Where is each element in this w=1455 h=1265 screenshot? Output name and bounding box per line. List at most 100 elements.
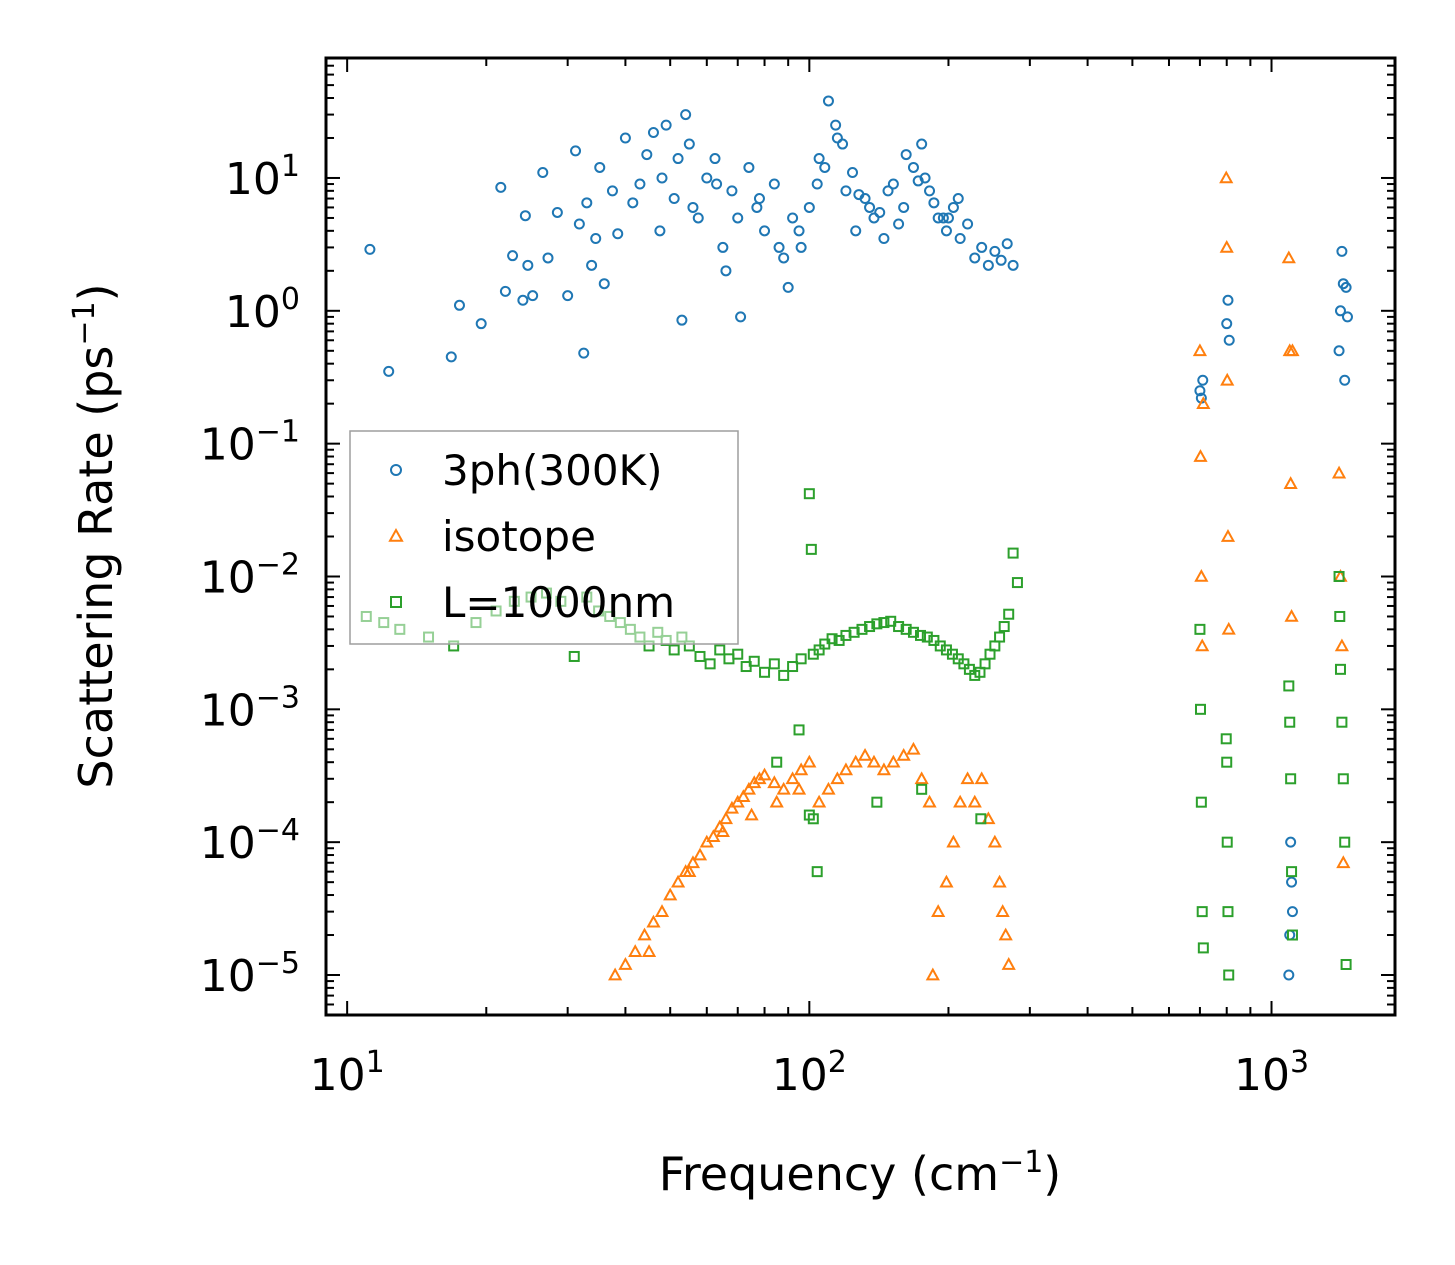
data-point xyxy=(641,149,653,161)
data-point xyxy=(1197,374,1209,386)
data-point xyxy=(995,904,1010,917)
data-point xyxy=(794,762,809,776)
data-point xyxy=(1007,547,1019,559)
data-point xyxy=(791,781,807,795)
data-point xyxy=(608,967,623,981)
data-point xyxy=(1341,311,1353,323)
data-point xyxy=(787,212,799,224)
data-point xyxy=(811,866,823,878)
data-point xyxy=(741,781,756,795)
data-point xyxy=(887,178,899,190)
data-point xyxy=(787,661,799,673)
plot-area-frame xyxy=(324,56,1397,1017)
data-point xyxy=(932,212,944,224)
data-point xyxy=(704,658,716,670)
data-point xyxy=(499,285,511,297)
data-point xyxy=(1286,866,1298,878)
data-point xyxy=(992,874,1007,888)
data-point xyxy=(522,259,534,271)
data-point xyxy=(916,783,928,795)
x-tick-label: 101 xyxy=(310,1045,385,1101)
data-point xyxy=(568,650,580,662)
data-point xyxy=(1011,577,1023,589)
data-point xyxy=(896,747,911,761)
data-point xyxy=(517,294,529,306)
data-point xyxy=(969,252,981,264)
data-point xyxy=(946,834,961,848)
data-point xyxy=(998,927,1013,941)
legend-box xyxy=(349,430,739,645)
data-point xyxy=(744,807,759,821)
data-point xyxy=(925,967,940,981)
data-point xyxy=(931,904,946,917)
y-tick-label: 10−5 xyxy=(200,946,300,1002)
data-point xyxy=(619,132,631,144)
data-point xyxy=(654,225,666,237)
data-point xyxy=(967,794,982,808)
data-point xyxy=(709,153,721,165)
data-point xyxy=(364,243,376,255)
data-point xyxy=(1194,385,1206,397)
data-point xyxy=(900,623,912,635)
data-point xyxy=(562,290,574,302)
data-point xyxy=(768,178,780,190)
data-point xyxy=(768,658,780,670)
data-point xyxy=(683,138,695,150)
data-point xyxy=(915,629,927,641)
legend-label: 3ph(300K) xyxy=(442,446,662,495)
data-point xyxy=(551,206,563,218)
data-point xyxy=(1284,929,1296,941)
data-point xyxy=(1221,756,1233,768)
axis-ticks xyxy=(325,57,1395,1015)
x-axis-title: Frequency (cm−1) xyxy=(659,1145,1062,1201)
x-tick-label: 103 xyxy=(1234,1045,1309,1101)
data-point xyxy=(1001,957,1016,970)
data-point xyxy=(383,365,395,377)
data-point xyxy=(982,259,994,271)
data-point xyxy=(900,149,912,161)
data-point xyxy=(1221,836,1233,848)
data-point xyxy=(812,794,827,808)
data-point xyxy=(634,178,646,190)
data-point xyxy=(1286,906,1298,918)
data-point xyxy=(1194,703,1206,715)
data-point xyxy=(1285,343,1300,357)
data-point xyxy=(519,210,531,222)
data-point xyxy=(1192,343,1208,357)
data-point xyxy=(793,225,805,237)
data-point xyxy=(1284,716,1296,728)
data-point xyxy=(830,771,845,785)
data-point xyxy=(994,631,1006,643)
data-point xyxy=(878,617,890,629)
data-point xyxy=(868,212,880,224)
data-point xyxy=(1197,942,1209,954)
data-point xyxy=(807,813,819,825)
data-point xyxy=(1003,608,1015,620)
data-point xyxy=(882,185,894,197)
data-point xyxy=(641,944,657,957)
data-point xyxy=(921,631,933,643)
data-point xyxy=(1196,396,1211,409)
data-point xyxy=(864,201,876,213)
data-point xyxy=(1283,680,1295,692)
data-point xyxy=(578,347,590,359)
data-point xyxy=(647,126,659,138)
data-point xyxy=(748,655,760,667)
data-point xyxy=(475,318,487,330)
data-point xyxy=(1334,663,1346,675)
data-point xyxy=(853,189,865,201)
data-point xyxy=(1284,609,1299,622)
data-point xyxy=(606,185,618,197)
data-point xyxy=(720,265,732,277)
data-point xyxy=(1334,305,1346,317)
data-point xyxy=(656,172,668,184)
data-point xyxy=(866,754,882,768)
data-point xyxy=(570,145,582,157)
data-point xyxy=(893,218,905,230)
data-point xyxy=(1220,733,1232,745)
data-point xyxy=(453,299,465,311)
data-point xyxy=(802,754,817,768)
y-tick-label: 10−1 xyxy=(200,415,300,471)
data-point xyxy=(782,281,794,293)
data-point xyxy=(637,927,652,941)
